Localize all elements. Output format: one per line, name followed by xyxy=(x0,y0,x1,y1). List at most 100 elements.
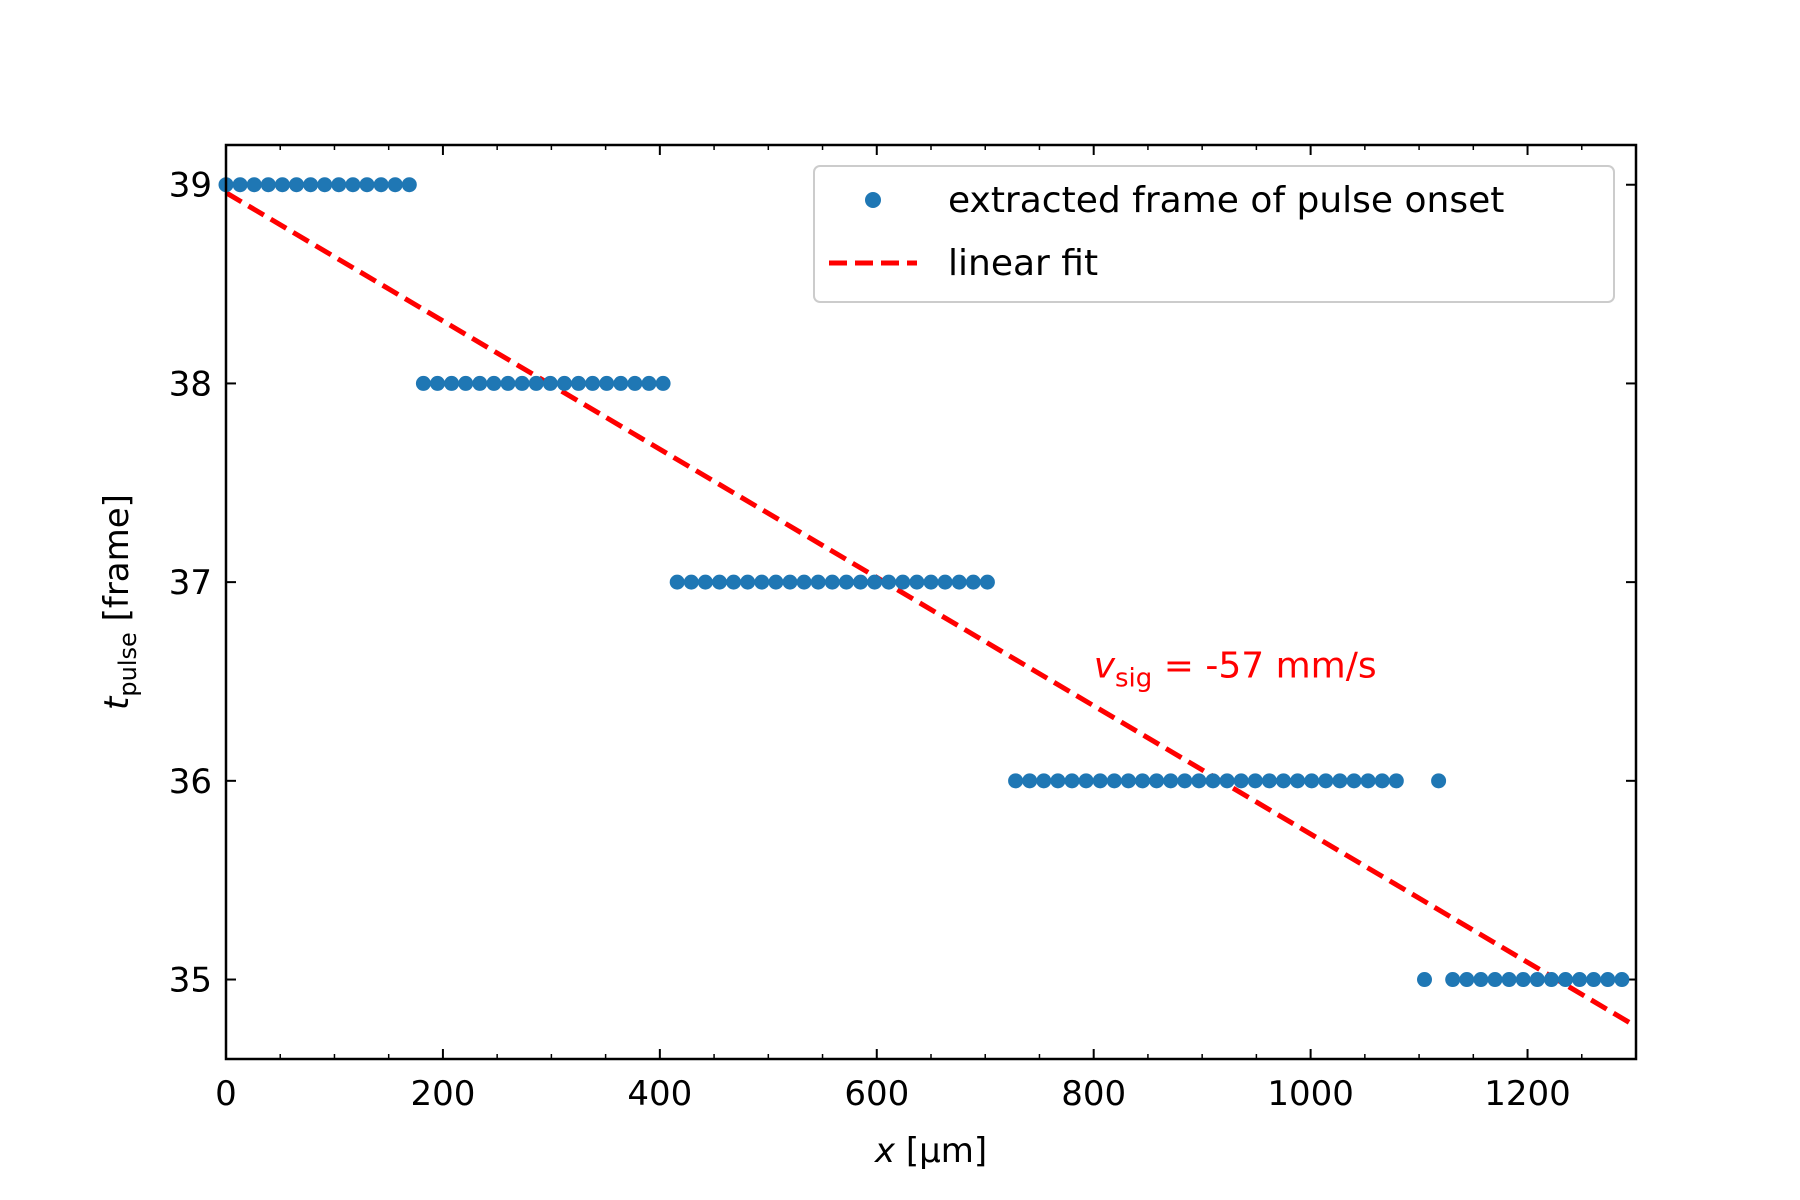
data-point xyxy=(1304,773,1320,789)
data-point xyxy=(965,574,981,590)
data-point xyxy=(260,177,276,193)
data-point xyxy=(345,177,361,193)
data-point xyxy=(641,375,657,391)
legend: extracted frame of pulse onset linear fi… xyxy=(813,165,1615,303)
data-point xyxy=(1431,773,1447,789)
data-point xyxy=(937,574,953,590)
y-axis-symbol: t xyxy=(97,695,137,710)
data-point xyxy=(444,375,460,391)
data-point xyxy=(458,375,474,391)
data-point xyxy=(909,574,925,590)
data-point xyxy=(1572,972,1588,988)
y-tick-label: 39 xyxy=(169,166,212,206)
data-point xyxy=(1388,773,1404,789)
data-point xyxy=(1149,773,1165,789)
x-tick-label: 0 xyxy=(215,1074,237,1114)
data-point xyxy=(387,177,403,193)
data-point xyxy=(655,375,671,391)
data-point xyxy=(1346,773,1362,789)
data-point xyxy=(1205,773,1221,789)
data-point xyxy=(1135,773,1150,789)
data-point xyxy=(1219,773,1235,789)
data-point xyxy=(1247,773,1263,789)
data-point xyxy=(1050,773,1066,789)
annotation-symbol: v xyxy=(1094,646,1116,687)
y-tick-label: 38 xyxy=(169,364,212,404)
data-point xyxy=(1487,972,1503,988)
data-point xyxy=(923,574,939,590)
y-axis-label: tpulse [frame] xyxy=(97,494,142,710)
data-point xyxy=(1064,773,1080,789)
data-point xyxy=(1445,972,1461,988)
data-point xyxy=(1417,972,1432,988)
data-point xyxy=(514,375,530,391)
data-points-layer xyxy=(218,177,1630,988)
data-point xyxy=(232,177,248,193)
data-point xyxy=(415,375,431,391)
data-point xyxy=(979,574,995,590)
data-point xyxy=(1558,972,1573,988)
legend-label-points: extracted frame of pulse onset xyxy=(948,180,1504,221)
data-point xyxy=(1191,773,1207,789)
data-point xyxy=(303,177,319,193)
data-point xyxy=(528,375,544,391)
data-point xyxy=(246,177,262,193)
data-point xyxy=(1008,773,1024,789)
x-tick-label: 600 xyxy=(844,1074,909,1114)
data-point xyxy=(1036,773,1052,789)
y-tick-label: 36 xyxy=(169,762,212,802)
data-point xyxy=(430,375,445,391)
y-axis-subscript: pulse xyxy=(114,632,142,696)
x-axis-label: x [µm] xyxy=(874,1131,987,1171)
velocity-annotation: vsig = -57 mm/s xyxy=(1094,646,1377,694)
data-point xyxy=(359,177,375,193)
data-point xyxy=(1529,972,1545,988)
data-point xyxy=(1233,773,1249,789)
legend-box xyxy=(813,165,1615,303)
data-point xyxy=(472,375,488,391)
data-point xyxy=(1459,972,1475,988)
data-point xyxy=(1092,773,1108,789)
data-point xyxy=(542,375,558,391)
data-point xyxy=(853,574,868,590)
data-point xyxy=(1163,773,1179,789)
data-point xyxy=(881,574,897,590)
data-point xyxy=(726,574,742,590)
data-point xyxy=(486,375,502,391)
x-tick-label: 200 xyxy=(410,1074,475,1114)
data-point xyxy=(585,375,601,391)
data-point xyxy=(824,574,840,590)
data-point xyxy=(754,574,770,590)
data-point xyxy=(1120,773,1136,789)
data-point xyxy=(274,177,290,193)
data-point xyxy=(1515,972,1531,988)
y-tick-label: 37 xyxy=(169,563,212,603)
x-axis-unit: [µm] xyxy=(895,1131,987,1171)
y-tick-label: 35 xyxy=(169,961,212,1001)
data-point xyxy=(895,574,911,590)
data-point xyxy=(768,574,784,590)
linear-fit-line xyxy=(224,190,1632,1026)
data-point xyxy=(1177,773,1193,789)
x-axis-ticks: 0 200 400 600 800 1000 1200 xyxy=(215,145,1637,1114)
data-point xyxy=(1106,773,1122,789)
data-point xyxy=(669,574,685,590)
annotation-text: = -57 mm/s xyxy=(1152,646,1376,687)
data-point xyxy=(683,574,699,590)
data-point xyxy=(1276,773,1291,789)
data-point xyxy=(331,177,347,193)
data-point xyxy=(1261,773,1277,789)
data-point xyxy=(373,177,389,193)
data-point xyxy=(810,574,826,590)
fit-line-layer xyxy=(224,190,1632,1026)
data-point xyxy=(1318,773,1334,789)
legend-marker-points xyxy=(865,192,881,208)
data-point xyxy=(1022,773,1038,789)
data-point xyxy=(571,375,586,391)
data-point xyxy=(1543,972,1559,988)
data-point xyxy=(867,574,883,590)
data-point xyxy=(1332,773,1348,789)
data-point xyxy=(1586,972,1602,988)
data-point xyxy=(1360,773,1376,789)
